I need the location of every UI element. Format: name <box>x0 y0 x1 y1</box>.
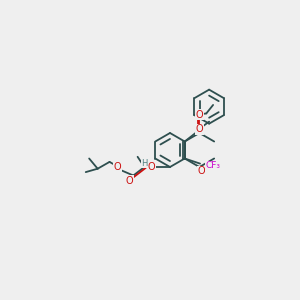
Text: H: H <box>141 158 148 167</box>
Text: O: O <box>148 162 155 172</box>
Text: O: O <box>198 166 205 176</box>
Text: CF₃: CF₃ <box>206 161 220 170</box>
Text: O: O <box>125 176 133 185</box>
Text: O: O <box>114 162 121 172</box>
Text: O: O <box>196 124 203 134</box>
Text: O: O <box>196 110 203 119</box>
